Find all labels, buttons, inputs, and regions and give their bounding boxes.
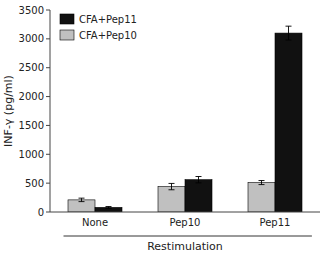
bars [68,26,302,212]
error-bar-stem [261,181,262,185]
y-tick-label: 3500 [19,5,44,16]
chart-svg: 0 500 1000 1500 2000 2500 3000 3500 INF-γ (pg/ml… [0,0,328,258]
error-bar-cap [196,182,202,183]
error-bar-cap [106,206,112,207]
chart-container: 0 500 1000 1500 2000 2500 3000 3500 INF-γ (pg/ml… [0,0,328,258]
y-tick-label: 1000 [19,149,44,160]
error-bar-cap [259,180,265,181]
bar [185,180,212,212]
x-axis-label: Restimulation [147,240,223,253]
y-tick-label: 0 [38,207,44,218]
error-bar-stem [81,198,82,201]
error-bar [79,198,85,201]
y-tick [46,212,50,213]
error-bar-cap [286,26,292,27]
legend-label: CFA+Pep10 [79,30,137,41]
y-tick [46,154,50,155]
y-tick [46,38,50,39]
x-axis: None Pep10 Pep11 [50,212,320,228]
x-tick-label: Pep10 [170,217,201,228]
bar [95,207,122,212]
error-bar [286,26,292,40]
bar [275,33,302,212]
error-bar [196,177,202,183]
legend-swatch [60,30,74,40]
x-tick-label: None [82,217,108,228]
y-tick [46,125,50,126]
x-axis-line [50,212,320,213]
bar [68,200,95,212]
legend: CFA+Pep11 CFA+Pep10 [60,14,137,41]
y-tick-label: 2000 [19,91,44,102]
y-tick [46,183,50,184]
y-axis: 0 500 1000 1500 2000 2500 3000 3500 [19,5,50,218]
error-bar-cap [286,40,292,41]
error-bar-cap [106,208,112,209]
error-bar [169,183,175,189]
y-axis-line [50,10,51,212]
bar [158,187,185,212]
error-bar-cap [169,183,175,184]
y-tick-label: 3000 [19,33,44,44]
error-bar [106,207,112,209]
y-tick-label: 2500 [19,62,44,73]
bar [248,183,275,212]
error-bar-cap [259,184,265,185]
y-tick [46,10,50,11]
y-tick [46,96,50,97]
y-tick-label: 500 [25,178,44,189]
error-bar-stem [198,177,199,183]
x-tick-label: Pep11 [260,217,291,228]
error-bar-cap [79,201,85,202]
y-tick-label: 1500 [19,120,44,131]
error-bar-stem [171,183,172,189]
legend-swatch [60,14,74,24]
error-bar-stem [288,26,289,40]
error-bar-cap [169,189,175,190]
legend-label: CFA+Pep11 [79,14,137,25]
error-bar-cap [196,176,202,177]
error-bar [259,181,265,185]
error-bar-cap [79,198,85,199]
y-axis-label: INF-γ (pg/ml) [2,75,15,147]
x-label-overline [64,236,312,237]
y-tick [46,67,50,68]
